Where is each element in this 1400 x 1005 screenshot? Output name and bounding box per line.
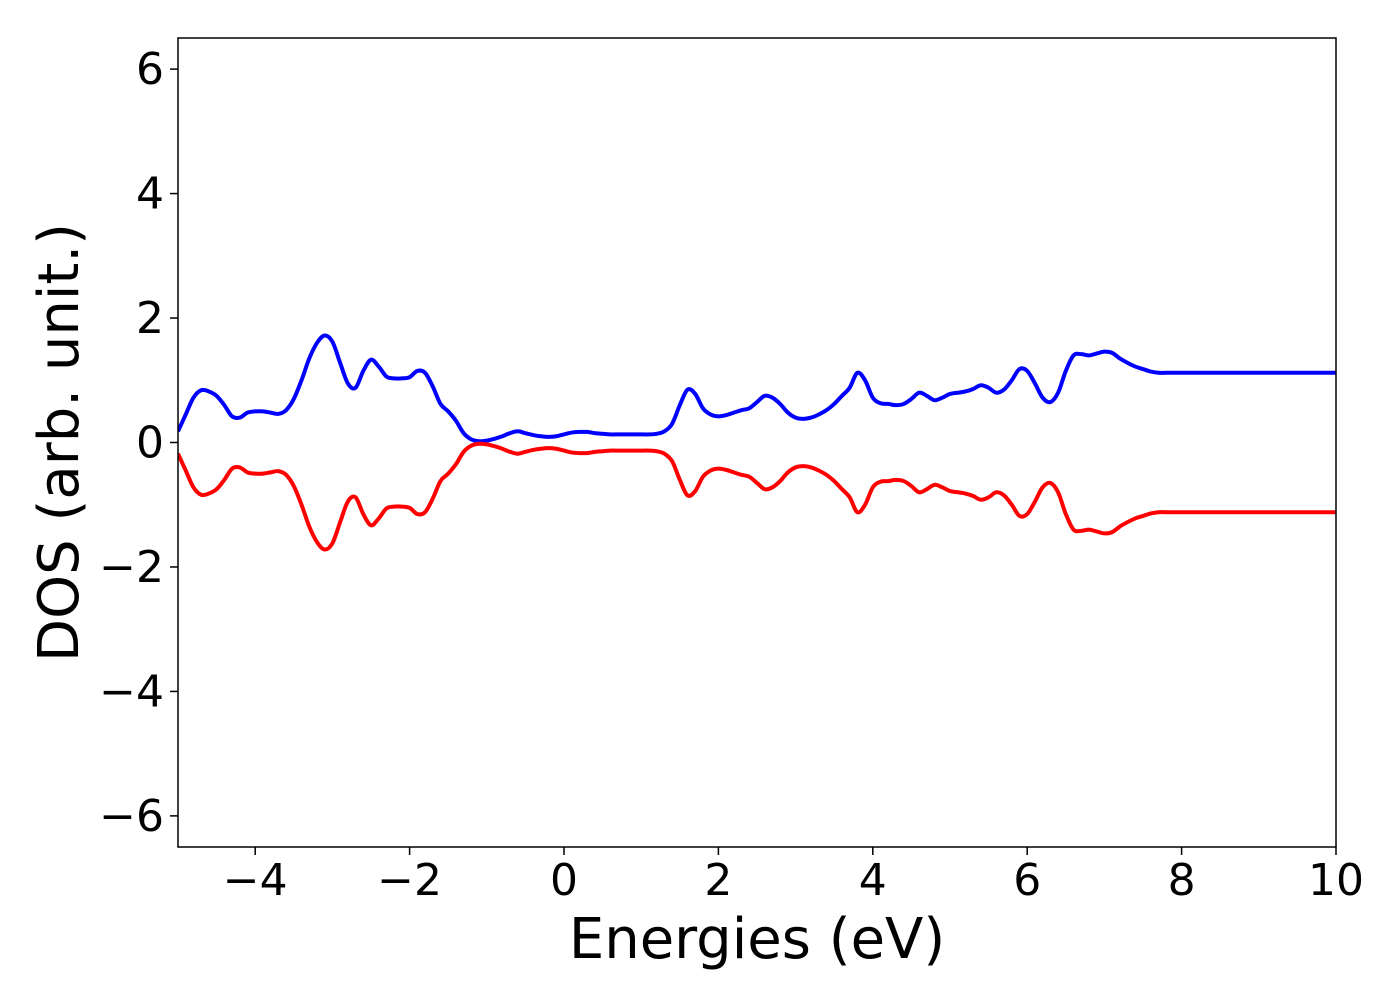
x-tick-label: 10 <box>1308 855 1364 906</box>
y-tick-label: −2 <box>99 542 164 593</box>
y-axis-ticks: −6 −4 −2 0 2 4 6 <box>99 44 178 842</box>
series-line-1 <box>178 333 1336 444</box>
x-tick-label: −2 <box>377 855 442 906</box>
y-tick-label: −6 <box>99 791 164 842</box>
series-layer <box>178 333 1336 552</box>
x-tick-label: 8 <box>1168 855 1196 906</box>
x-axis-title: Energies (eV) <box>569 907 945 972</box>
x-tick-label: 2 <box>704 855 732 906</box>
x-axis-ticks: −4 −2 0 2 4 6 8 10 <box>223 847 1364 906</box>
y-tick-label: 2 <box>136 293 164 344</box>
x-tick-label: 6 <box>1013 855 1041 906</box>
x-tick-label: −4 <box>223 855 288 906</box>
y-tick-label: 6 <box>136 44 164 95</box>
x-tick-label: 4 <box>859 855 887 906</box>
x-tick-label: 0 <box>550 855 578 906</box>
plot-frame <box>177 37 1337 848</box>
y-tick-label: 4 <box>136 169 164 220</box>
y-tick-label: 0 <box>136 418 164 469</box>
y-tick-label: −4 <box>99 666 164 717</box>
series-line-2 <box>178 441 1336 552</box>
y-axis-title: DOS (arb. unit.) <box>27 223 92 662</box>
